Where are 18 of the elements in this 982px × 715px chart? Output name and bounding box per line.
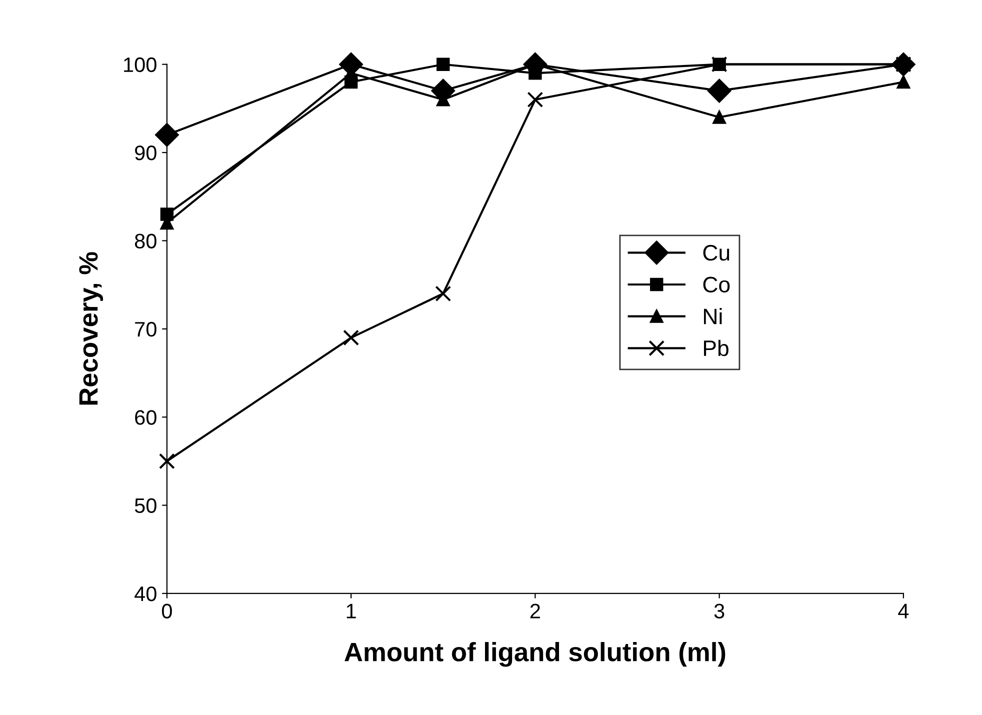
y-tick-label: 40 xyxy=(134,586,156,602)
x-tick-label: 2 xyxy=(530,604,540,618)
y-tick-label: 70 xyxy=(135,322,156,337)
legend-label: Ni xyxy=(704,308,722,324)
y-axis-title: Recovery, % xyxy=(79,252,104,405)
x-tick-label: 0 xyxy=(162,604,172,618)
x-tick-label: 4 xyxy=(898,604,909,618)
y-tick-label: 60 xyxy=(135,410,156,425)
y-tick-label: 100 xyxy=(124,57,156,72)
x-tick-label: 1 xyxy=(346,604,356,618)
legend-label: Co xyxy=(703,276,730,292)
x-axis-title: Amount of ligand solution (ml) xyxy=(344,642,726,667)
legend-label: Pb xyxy=(704,340,728,356)
y-tick-label: 80 xyxy=(134,234,156,248)
y-tick-label: 50 xyxy=(134,498,156,514)
x-tick-label: 3 xyxy=(714,604,724,618)
y-tick-label: 90 xyxy=(135,146,156,160)
legend-label: Cu xyxy=(703,244,730,261)
